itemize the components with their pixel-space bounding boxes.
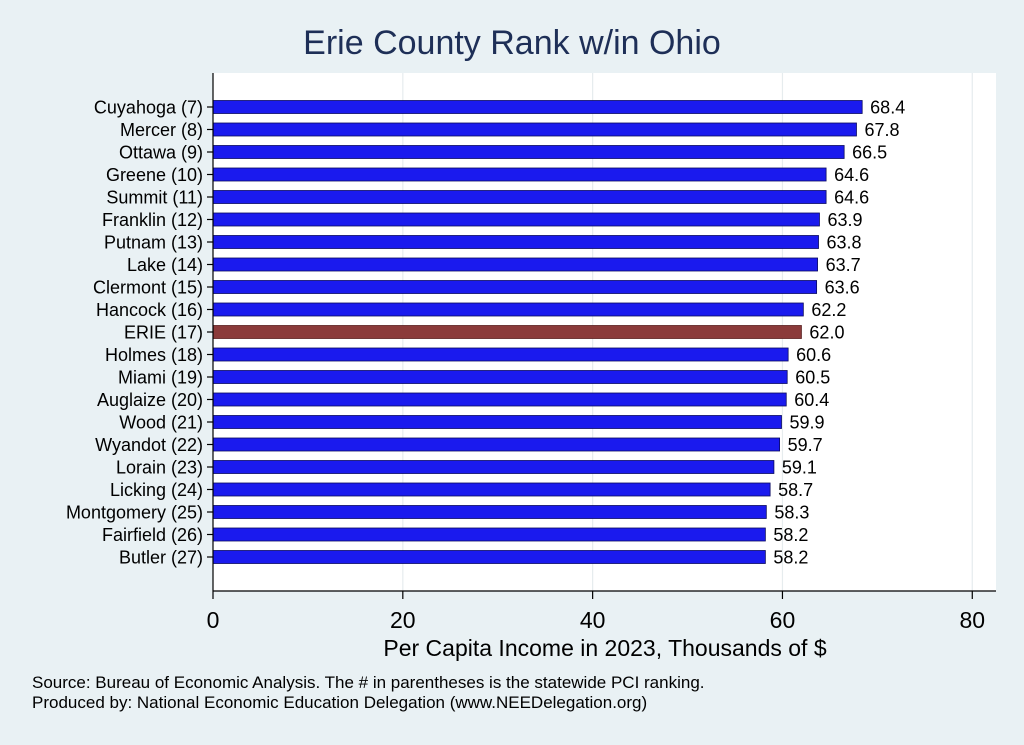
value-label: 58.2 [773, 548, 808, 568]
produced-by-note: Produced by: National Economic Education… [32, 693, 648, 712]
category-label: Wood (21) [119, 413, 203, 433]
value-label: 60.5 [795, 368, 830, 388]
bar-highlight [212, 325, 802, 339]
bars: Cuyahoga (7) 68.4 Mercer (8) 67.8 Ottawa (9)… [66, 98, 905, 568]
category-label: Putnam (13) [104, 233, 203, 253]
value-label: 68.4 [870, 98, 905, 118]
x-tick-label: 40 [580, 607, 606, 633]
value-label: 66.5 [852, 143, 887, 163]
category-label: Franklin (12) [102, 210, 203, 230]
category-label: ERIE (17) [124, 323, 203, 343]
category-label: Cuyahoga (7) [94, 98, 203, 118]
bar [212, 212, 820, 227]
value-label: 62.0 [809, 323, 844, 343]
value-label: 59.1 [782, 458, 817, 478]
chart-title: Erie County Rank w/in Ohio [303, 24, 721, 62]
category-label: Lorain (23) [116, 458, 203, 478]
bar [212, 167, 827, 182]
category-label: Wyandot (22) [95, 435, 203, 455]
source-note: Source: Bureau of Economic Analysis. The… [32, 673, 705, 692]
category-label: Licking (24) [110, 480, 203, 500]
category-label: Holmes (18) [105, 345, 203, 365]
category-label: Auglaize (20) [97, 390, 203, 410]
value-label: 62.2 [811, 300, 846, 320]
value-label: 58.2 [773, 525, 808, 545]
value-label: 59.7 [788, 435, 823, 455]
category-label: Ottawa (9) [119, 143, 203, 163]
category-label: Clermont (15) [93, 278, 203, 298]
value-label: 67.8 [864, 120, 899, 140]
bar [212, 145, 845, 159]
bar [212, 505, 767, 519]
x-tick-label: 0 [207, 607, 220, 633]
bar [212, 280, 818, 294]
x-tick-label: 20 [390, 607, 416, 633]
bar [212, 347, 789, 362]
value-label: 63.7 [826, 255, 861, 275]
bar [212, 415, 782, 429]
value-label: 58.7 [778, 480, 813, 500]
bar [212, 460, 775, 474]
bar [212, 257, 818, 272]
bar [212, 527, 766, 542]
value-label: 60.6 [796, 345, 831, 365]
category-label: Hancock (16) [96, 300, 203, 320]
value-label: 60.4 [794, 390, 829, 410]
bar [212, 235, 819, 249]
value-label: 63.9 [827, 210, 862, 230]
category-label: Fairfield (26) [102, 525, 203, 545]
category-label: Miami (19) [118, 368, 203, 388]
x-tick-label: 60 [770, 607, 796, 633]
value-label: 63.6 [825, 278, 860, 298]
bar [212, 437, 781, 452]
x-tick-label: 80 [959, 607, 985, 633]
value-label: 59.9 [790, 413, 825, 433]
bar [212, 392, 787, 407]
bar [212, 302, 804, 317]
x-axis-ticks: 0 20 40 60 80 [207, 106, 985, 633]
bar [212, 550, 766, 564]
category-label: Montgomery (25) [66, 503, 203, 523]
value-label: 64.6 [834, 165, 869, 185]
bar [212, 122, 857, 137]
bar [212, 100, 863, 114]
category-label: Butler (27) [119, 548, 203, 568]
category-label: Mercer (8) [120, 120, 203, 140]
category-label: Summit (11) [106, 188, 203, 208]
x-axis-label: Per Capita Income in 2023, Thousands of … [383, 635, 826, 661]
value-label: 58.3 [774, 503, 809, 523]
bar [212, 190, 827, 204]
bar [212, 482, 771, 497]
category-label: Lake (14) [127, 255, 203, 275]
category-label: Greene (10) [106, 165, 203, 185]
bar [212, 370, 788, 384]
value-label: 64.6 [834, 188, 869, 208]
value-label: 63.8 [827, 233, 862, 253]
